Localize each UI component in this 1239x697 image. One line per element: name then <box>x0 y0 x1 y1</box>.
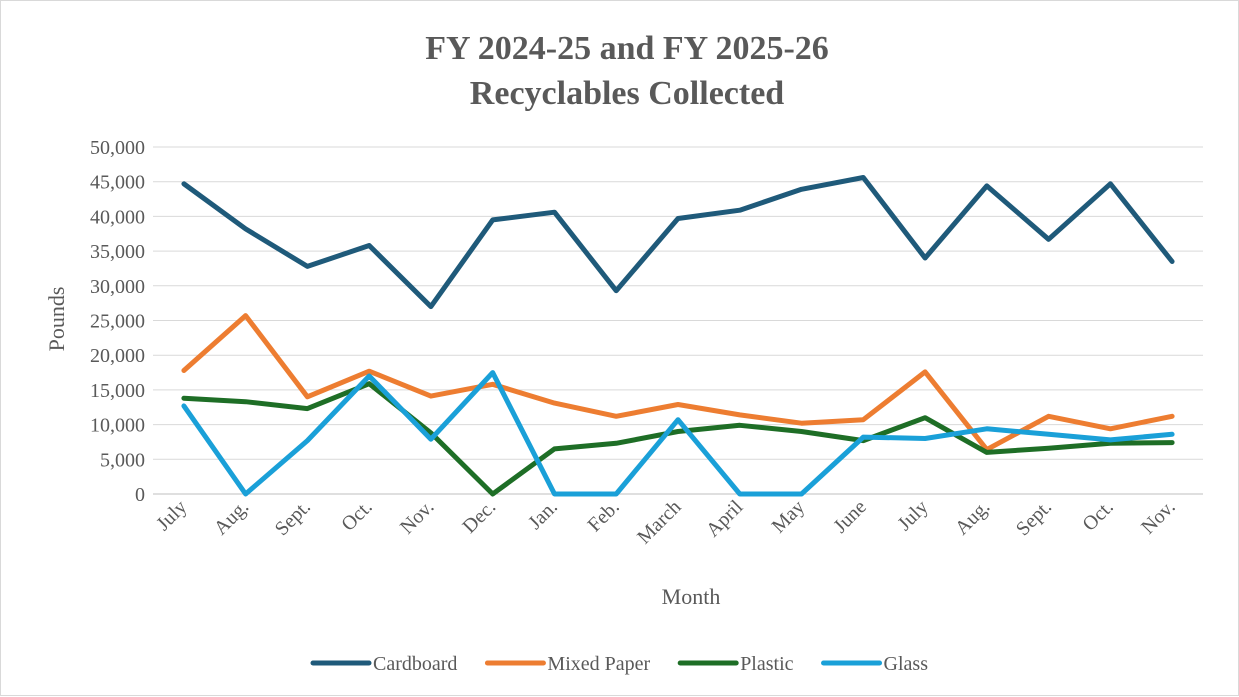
y-tick-label: 25,000 <box>90 311 145 333</box>
x-tick-label: Aug. <box>210 496 253 539</box>
y-axis-title: Pounds <box>44 287 69 352</box>
y-tick-label: 10,000 <box>90 415 145 437</box>
x-axis-title: Month <box>662 584 721 609</box>
series-lines <box>181 175 1175 497</box>
y-tick-label: 20,000 <box>90 345 145 367</box>
y-tick-label: 45,000 <box>90 172 145 194</box>
y-axis-tick-labels: 0 5,000 10,000 15,000 20,000 25,000 30,000 35,0… <box>90 137 145 506</box>
x-tick-label: March <box>633 496 685 548</box>
x-tick-label: July <box>152 496 191 535</box>
y-tick-label: 35,000 <box>90 241 145 263</box>
legend-label: Cardboard <box>373 653 457 675</box>
x-tick-label: Feb. <box>583 496 623 536</box>
y-tick-label: 0 <box>135 484 145 506</box>
chart-title-line-2: Recyclables Collected <box>470 75 784 112</box>
y-tick-label: 5,000 <box>100 449 145 471</box>
x-tick-label: Sept. <box>1012 496 1056 540</box>
y-tick-label: 15,000 <box>90 380 145 402</box>
legend: Cardboard Mixed Paper Plastic Glass <box>310 653 929 675</box>
x-axis-tick-labels: July Aug. Sept. Oct. Nov. Dec. Jan. Feb. March Ap… <box>152 496 1179 549</box>
legend-label: Glass <box>884 653 929 675</box>
x-tick-label: April <box>702 496 748 542</box>
series-line-glass <box>181 370 1175 497</box>
x-tick-label: Nov. <box>1137 496 1180 539</box>
x-tick-label: Dec. <box>458 496 500 538</box>
chart-title-line-1: FY 2024-25 and FY 2025-26 <box>425 30 829 67</box>
x-tick-label: July <box>893 496 932 535</box>
series-line-plastic <box>181 381 1175 497</box>
series-line-cardboard <box>181 175 1175 310</box>
x-tick-label: Nov. <box>396 496 439 539</box>
legend-label: Mixed Paper <box>547 653 650 675</box>
y-tick-label: 40,000 <box>90 206 145 228</box>
x-tick-label: Jan. <box>524 496 562 534</box>
x-tick-label: Aug. <box>951 496 994 539</box>
chart-title: FY 2024-25 and FY 2025-26 Recyclables Co… <box>425 30 829 112</box>
x-tick-label: June <box>829 496 871 538</box>
x-tick-label: May <box>768 496 809 537</box>
y-tick-label: 50,000 <box>90 137 145 159</box>
y-tick-label: 30,000 <box>90 276 145 298</box>
series-line-mixed-paper <box>181 313 1175 453</box>
gridlines <box>153 146 1203 495</box>
x-tick-label: Oct. <box>337 496 377 536</box>
x-tick-label: Sept. <box>271 496 315 540</box>
x-tick-label: Oct. <box>1078 496 1118 536</box>
legend-label: Plastic <box>740 653 793 675</box>
